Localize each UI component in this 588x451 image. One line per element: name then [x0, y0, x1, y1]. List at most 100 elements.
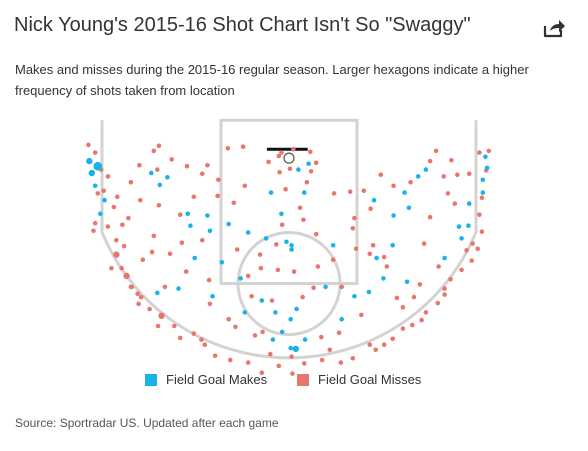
- shot-miss: [183, 269, 189, 274]
- shot-miss: [275, 267, 281, 273]
- shot-make: [302, 190, 307, 195]
- shot-make: [294, 306, 299, 312]
- shot-miss: [240, 144, 246, 149]
- shot-miss: [200, 171, 205, 177]
- shot-miss: [120, 222, 125, 228]
- court-lines: [100, 118, 478, 360]
- shot-miss: [177, 335, 183, 341]
- shot-miss: [242, 183, 248, 189]
- shot-make: [273, 310, 278, 315]
- shot-make: [279, 211, 284, 217]
- shot-miss: [311, 285, 316, 291]
- shot-miss: [199, 337, 204, 342]
- source-note: Source: Sportradar US. Updated after eac…: [15, 416, 279, 430]
- shot-make: [155, 290, 160, 296]
- shot-make: [371, 197, 377, 203]
- shot-miss: [115, 194, 120, 200]
- shot-miss: [91, 228, 96, 234]
- shot-make: [188, 223, 193, 228]
- shot-make: [374, 255, 379, 261]
- shot-make: [263, 236, 269, 241]
- shot-miss: [177, 212, 183, 217]
- shot-miss: [313, 231, 319, 237]
- shot-miss: [381, 254, 387, 260]
- shot-make: [302, 337, 308, 342]
- shot-make: [284, 239, 289, 245]
- shot-make: [192, 255, 197, 261]
- shot-miss: [470, 241, 475, 246]
- shot-miss: [172, 323, 177, 329]
- shot-miss: [352, 215, 357, 221]
- shot-miss: [441, 174, 447, 179]
- shot-miss: [156, 143, 162, 149]
- shot-miss: [279, 150, 284, 155]
- shot-make: [423, 167, 429, 172]
- shot-miss: [417, 282, 423, 287]
- paint-lane: [219, 118, 359, 285]
- shot-miss: [128, 180, 134, 185]
- shot-miss: [390, 336, 396, 342]
- shot-miss: [137, 163, 142, 168]
- shot-miss: [191, 194, 197, 200]
- shot-miss: [427, 158, 433, 164]
- shot-miss: [135, 291, 140, 297]
- shot-make: [480, 177, 486, 183]
- shot-make: [165, 175, 170, 180]
- shot-miss: [136, 301, 141, 307]
- legend-item-makes: Field Goal Makes: [145, 372, 267, 387]
- share-arrow-icon[interactable]: [542, 18, 566, 38]
- shot-miss: [304, 180, 310, 185]
- shot-miss: [475, 246, 481, 251]
- shot-miss: [338, 360, 344, 365]
- shot-miss: [266, 159, 271, 165]
- shot-miss: [277, 169, 282, 175]
- chart-subtitle: Makes and misses during the 2015-16 regu…: [15, 62, 529, 98]
- shot-miss: [126, 215, 131, 221]
- shot-miss: [347, 189, 353, 194]
- shot-make: [176, 286, 181, 291]
- shot-make: [242, 310, 248, 315]
- shot-miss: [269, 298, 275, 303]
- shot-make: [98, 211, 103, 217]
- shot-miss: [113, 251, 120, 258]
- shot-miss: [436, 264, 441, 269]
- shot-miss: [350, 226, 356, 231]
- shot-miss: [207, 301, 213, 307]
- shot-miss: [408, 180, 413, 185]
- three-point-line: [100, 120, 478, 360]
- shot-miss: [86, 142, 91, 148]
- shot-miss: [287, 166, 293, 172]
- shot-miss: [105, 174, 111, 179]
- shot-miss: [234, 247, 240, 252]
- shot-miss: [336, 330, 342, 336]
- source-prefix: Source:: [15, 416, 60, 430]
- shot-miss: [225, 146, 231, 151]
- legend: Field Goal Makes Field Goal Misses: [0, 372, 588, 392]
- shot-miss: [327, 347, 333, 353]
- shot-miss: [215, 193, 220, 199]
- shot-make: [210, 294, 215, 299]
- shot-miss: [353, 246, 359, 251]
- shot-miss: [419, 317, 424, 323]
- shot-miss: [149, 249, 155, 255]
- shot-miss: [464, 248, 469, 253]
- shot-miss: [268, 351, 273, 357]
- shot-make: [406, 205, 412, 211]
- shot-miss: [109, 265, 114, 271]
- shot-miss: [319, 334, 324, 340]
- shot-miss: [410, 322, 415, 328]
- shot-make: [456, 224, 462, 229]
- shot-make: [366, 289, 372, 295]
- shot-miss: [477, 150, 482, 155]
- shot-miss: [151, 233, 157, 239]
- shot-miss: [466, 171, 472, 177]
- shot-miss: [114, 237, 119, 243]
- shot-make: [480, 190, 486, 195]
- shot-make: [219, 260, 225, 265]
- shot-make: [402, 190, 407, 195]
- shot-miss: [400, 326, 406, 331]
- shot-miss: [368, 206, 373, 211]
- source-text: Sportradar US. Updated after each game: [59, 416, 279, 430]
- shot-make: [288, 345, 294, 351]
- shot-miss: [233, 324, 238, 330]
